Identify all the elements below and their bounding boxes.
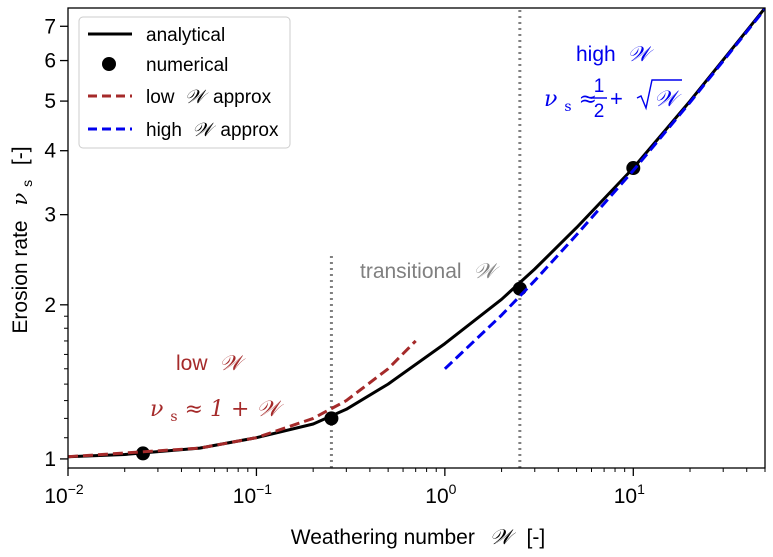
high-eq-sqrt-symbol: 𝒲 bbox=[654, 87, 682, 112]
legend-frame bbox=[78, 16, 291, 149]
series-line-low-approx bbox=[68, 339, 417, 459]
x-tick-base: 10 bbox=[425, 485, 448, 508]
legend-label-numerical: numerical bbox=[146, 55, 228, 76]
x-tick-label-0: 10−2 bbox=[44, 481, 84, 508]
x-tick-exp: 0 bbox=[449, 481, 457, 497]
annotation-transitional-symbol: 𝒲 bbox=[473, 259, 500, 283]
y-tick-label-0: 1 bbox=[44, 448, 56, 471]
high-eq-sub: s bbox=[564, 99, 571, 115]
annotation-transitional-text: transitional bbox=[360, 260, 462, 283]
legend-low-main: low bbox=[146, 87, 175, 108]
x-tick-label-1: 10−1 bbox=[233, 481, 273, 508]
y-axis-label-symbol: ν bbox=[8, 193, 32, 206]
x-tick-base: 10 bbox=[614, 485, 637, 508]
x-axis: 10−2 10−1 100 101 bbox=[44, 468, 766, 508]
y-tick-label-5: 6 bbox=[44, 50, 56, 73]
annotation-low-title: low 𝒲 bbox=[176, 351, 246, 375]
x-tick-label-3: 101 bbox=[614, 481, 645, 508]
x-axis-label-unit: [-] bbox=[527, 526, 546, 549]
annotation-high-title: high 𝒲 bbox=[576, 42, 655, 66]
x-tick-base: 10 bbox=[233, 485, 256, 508]
y-tick-label-2: 3 bbox=[44, 204, 56, 227]
series-line-high-approx bbox=[443, 8, 765, 370]
high-eq-plus: + bbox=[610, 86, 623, 111]
marker-numerical-0 bbox=[135, 446, 150, 461]
legend-low-symbol: 𝒲 bbox=[185, 86, 209, 108]
y-tick-label-3: 4 bbox=[44, 140, 56, 163]
high-eq-frac-num: 1 bbox=[594, 76, 605, 97]
x-tick-label-2: 100 bbox=[425, 481, 456, 508]
legend-swatch-numerical bbox=[102, 57, 116, 71]
plot-frame bbox=[67, 7, 766, 469]
legend-label-low-approx: low 𝒲 approx bbox=[146, 86, 272, 108]
x-tick-exp: −1 bbox=[256, 481, 272, 497]
svg-text:ν s ≈: ν s ≈ bbox=[544, 87, 597, 117]
annotation-low-equation: ν s ≈ 1 + 𝒲 bbox=[150, 397, 284, 427]
plot-area bbox=[68, 8, 765, 468]
x-tick-exp: −2 bbox=[68, 481, 84, 497]
annotation-transitional: transitional 𝒲 bbox=[360, 259, 500, 283]
y-tick-label-6: 7 bbox=[44, 15, 56, 38]
annotation-high-title-text: high bbox=[576, 43, 616, 66]
legend-low-tail: approx bbox=[213, 87, 272, 108]
high-eq-nu: ν bbox=[544, 87, 557, 112]
legend: analytical numerical low 𝒲 approx high 𝒲… bbox=[78, 16, 291, 149]
x-axis-label-text: Weathering number bbox=[291, 526, 475, 549]
legend-high-main: high bbox=[146, 120, 182, 141]
y-axis: 1 2 3 4 5 6 7 bbox=[44, 15, 68, 471]
y-axis-label-sub: s bbox=[19, 180, 35, 187]
legend-label-high-approx: high 𝒲 approx bbox=[146, 119, 279, 141]
y-axis-label-unit: [-] bbox=[9, 146, 32, 165]
high-eq-sqrt-sign bbox=[636, 79, 682, 111]
low-eq-sub: s bbox=[170, 409, 177, 425]
marker-numerical-3 bbox=[626, 161, 641, 176]
x-axis-label-symbol: 𝒲 bbox=[490, 525, 517, 549]
high-eq-approx: ≈ bbox=[579, 87, 597, 112]
x-tick-base: 10 bbox=[44, 485, 67, 508]
y-axis-label-text: Erosion rate bbox=[9, 220, 32, 333]
legend-high-symbol: 𝒲 bbox=[192, 119, 216, 141]
annotation-low-title-symbol: 𝒲 bbox=[219, 351, 246, 375]
y-axis-label: Erosion rate ν s [-] bbox=[8, 146, 37, 333]
high-eq-frac-den: 2 bbox=[594, 101, 605, 122]
marker-numerical-1 bbox=[324, 411, 339, 426]
x-axis-label: Weathering number 𝒲 [-] bbox=[291, 525, 545, 549]
marker-numerical-2 bbox=[512, 281, 527, 296]
y-tick-label-4: 5 bbox=[44, 90, 56, 113]
y-tick-label-1: 2 bbox=[44, 294, 56, 317]
legend-high-tail: approx bbox=[220, 120, 279, 141]
annotation-high-equation: ν s ≈ 1 2 + 𝒲 bbox=[544, 76, 682, 122]
x-tick-exp: 1 bbox=[637, 481, 645, 497]
low-eq-nu: ν bbox=[150, 397, 163, 422]
annotation-high-title-symbol: 𝒲 bbox=[628, 42, 655, 66]
low-eq-rest: ≈ 1 + 𝒲 bbox=[185, 397, 285, 422]
annotation-low-title-text: low bbox=[176, 352, 208, 375]
legend-label-analytical: analytical bbox=[146, 25, 225, 46]
